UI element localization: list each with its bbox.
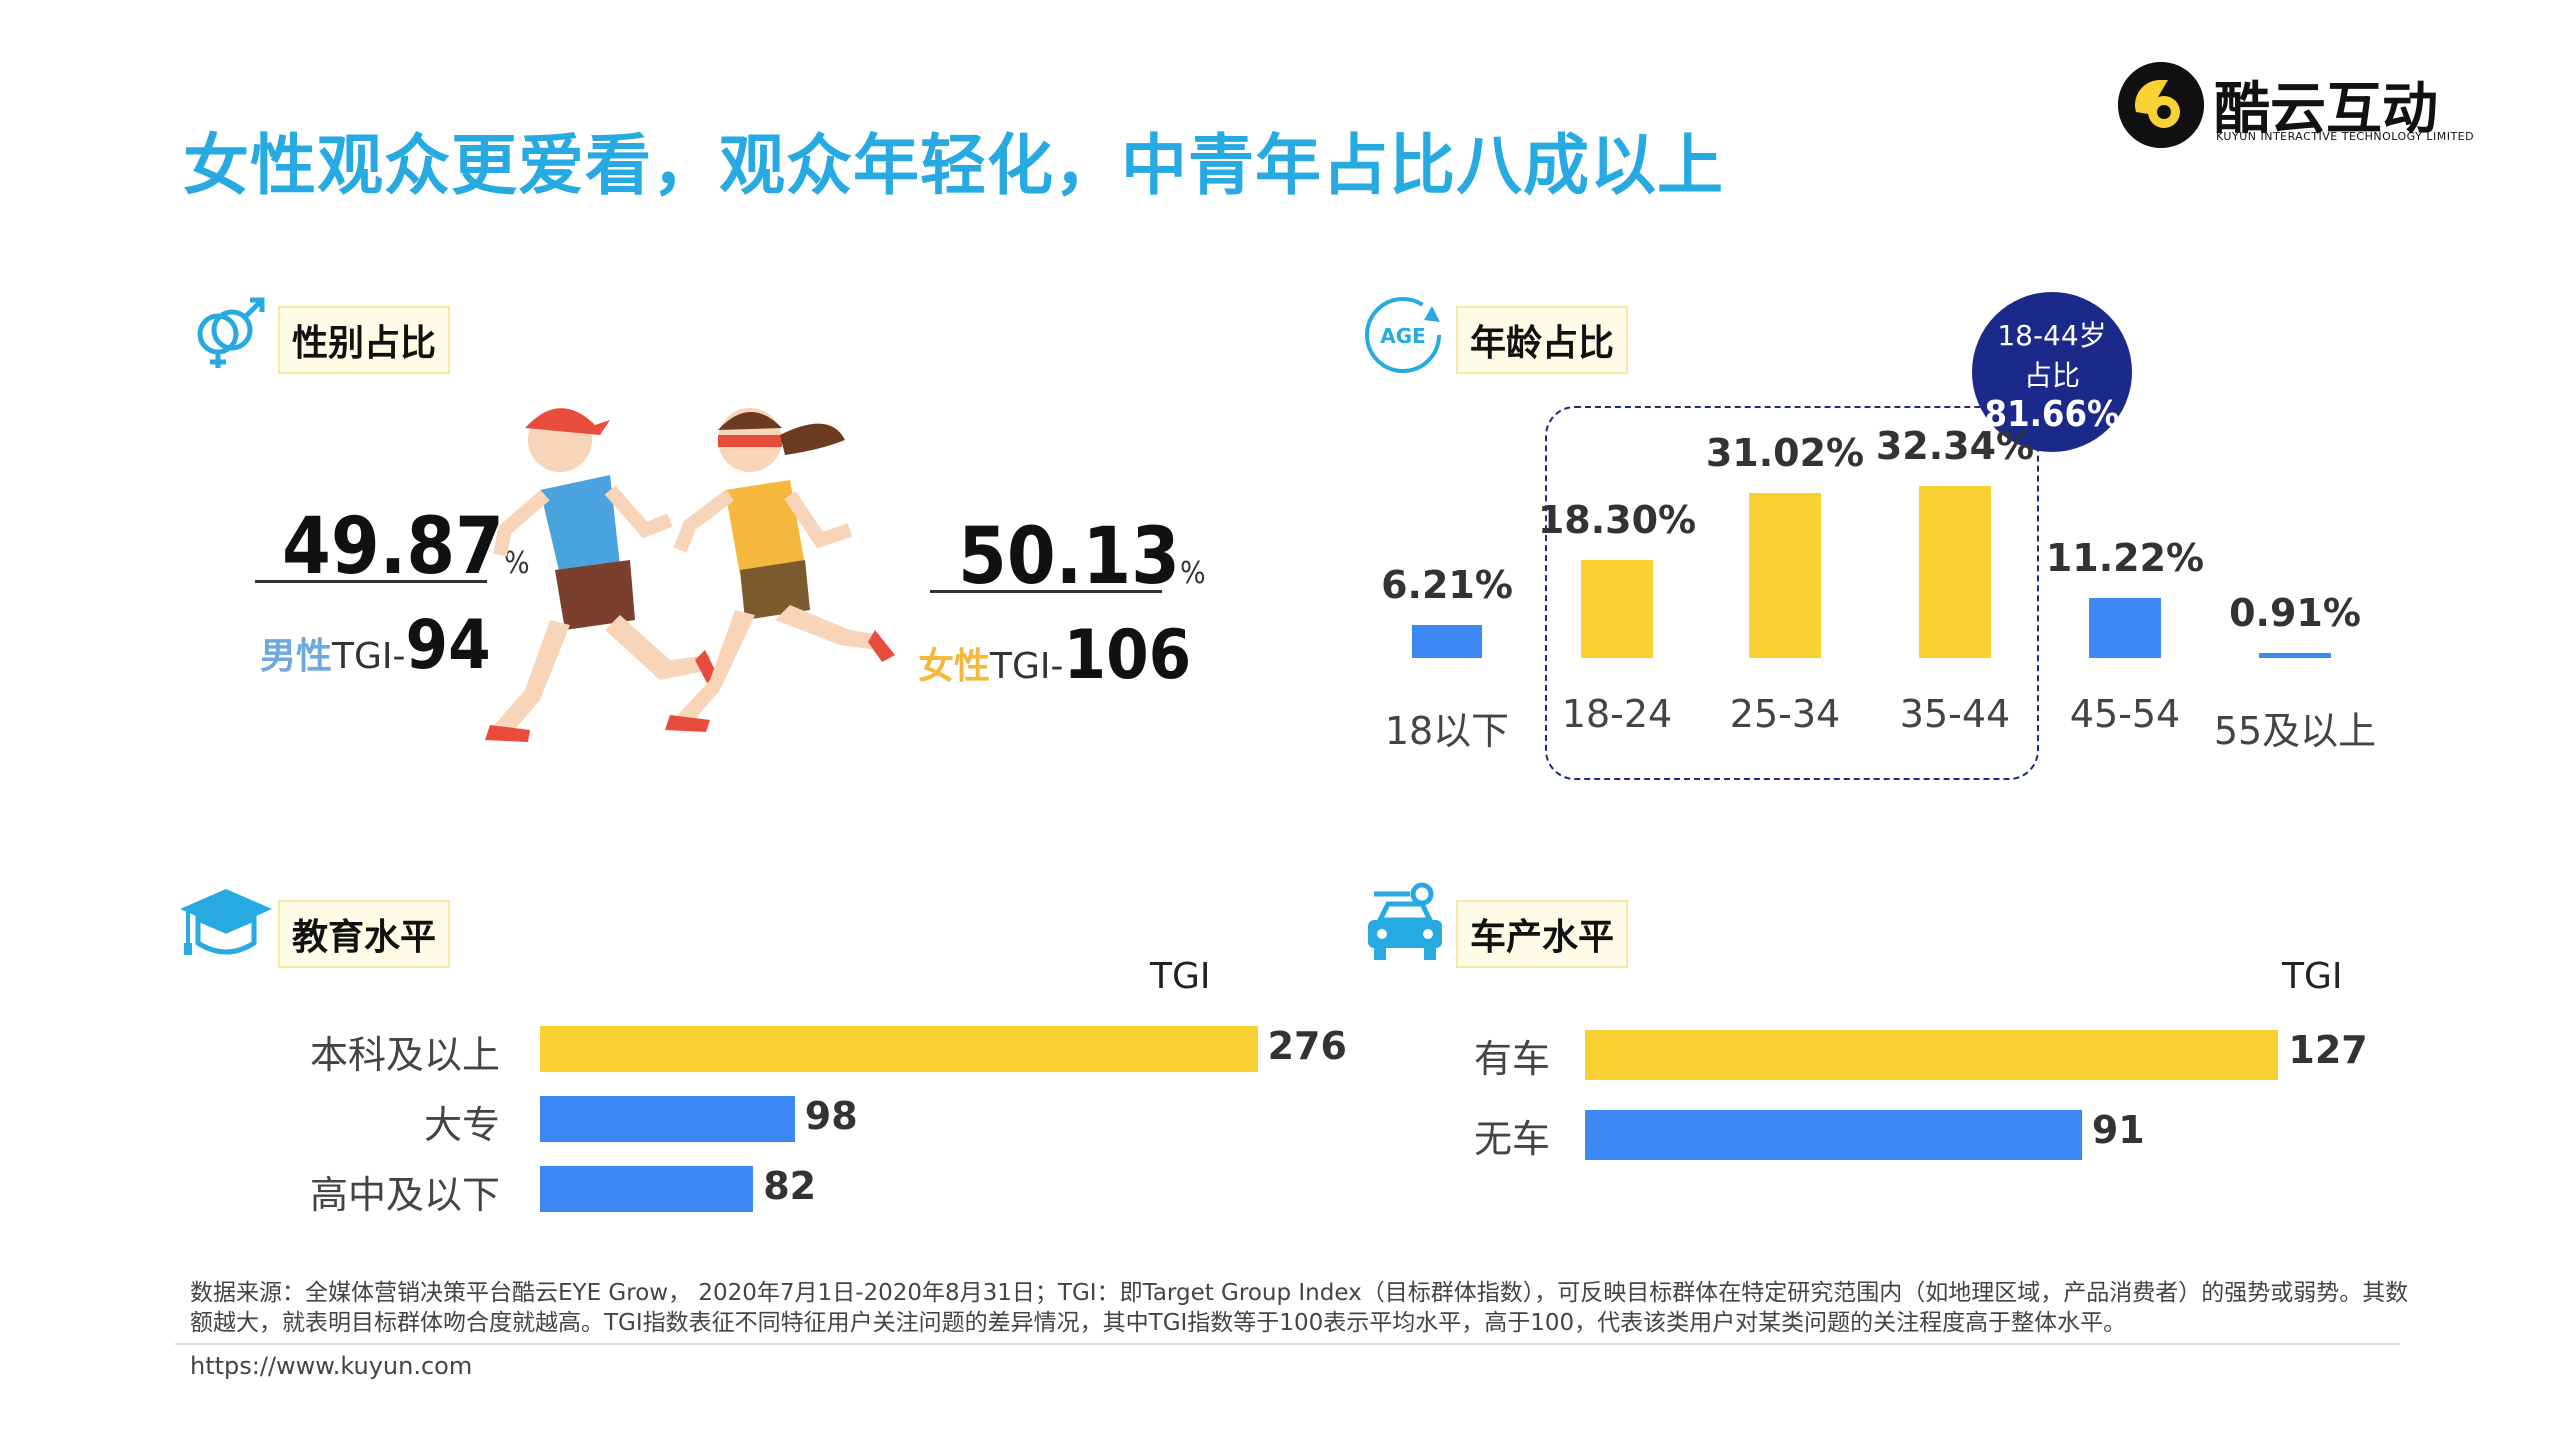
age-value-label: 18.30% — [1537, 498, 1697, 543]
age-badge-value: 81.66% — [1984, 394, 2120, 435]
car-category-label: 无车 — [1473, 1117, 1550, 1161]
education-value-label: 276 — [1267, 1024, 1347, 1068]
age-badge: 18-44岁 占比 81.66% — [1972, 292, 2132, 452]
graduation-cap-icon — [178, 885, 274, 969]
education-value-label: 82 — [763, 1164, 817, 1208]
education-tgi-header: TGI — [1150, 956, 1211, 997]
age-value-label: 11.22% — [2045, 536, 2205, 581]
car-category-label: 有车 — [1473, 1037, 1550, 1081]
logo-subtitle: KUYUN INTERACTIVE TECHNOLOGY LIMITED — [2216, 130, 2475, 143]
age-icon: AGE — [1360, 292, 1446, 382]
footnote: 数据来源：全媒体营销决策平台酷云EYE Grow， 2020年7月1日-2020… — [190, 1280, 2409, 1336]
female-divider — [930, 590, 1162, 593]
male-percentage: 49.87% — [282, 502, 530, 592]
female-percentage: 50.13% — [958, 512, 1206, 602]
education-category-label: 大专 — [423, 1103, 500, 1147]
age-category-label: 55及以上 — [2213, 709, 2377, 753]
education-category-label: 本科及以上 — [309, 1033, 500, 1077]
page-title: 女性观众更爱看，观众年轻化，中青年占比八成以上 — [183, 127, 1724, 204]
footer-divider — [175, 1343, 2400, 1345]
age-category-label: 45-54 — [2069, 692, 2181, 736]
age-bar — [1919, 485, 1991, 658]
age-value-label: 0.91% — [2229, 591, 2361, 636]
section-label-car: 车产水平 — [1456, 900, 1629, 968]
car-bar — [1585, 1030, 2279, 1080]
logo-name: 酷云互动 — [2214, 77, 2438, 142]
education-value-label: 98 — [804, 1094, 858, 1138]
age-badge-line1: 18-44岁 — [1997, 319, 2107, 352]
age-value-label: 32.34% — [1875, 423, 2035, 468]
education-bar — [540, 1096, 795, 1142]
age-category-label: 18-24 — [1561, 692, 1673, 736]
section-label-age: 年龄占比 — [1456, 306, 1629, 374]
logo-mark-icon — [2118, 62, 2204, 148]
male-tgi: 男性TGI-94 — [260, 606, 491, 685]
age-value-label: 6.21% — [1381, 562, 1513, 607]
age-bar — [1581, 560, 1653, 658]
age-bar — [1412, 624, 1482, 658]
car-tgi-header: TGI — [2282, 956, 2343, 997]
age-bar — [2259, 653, 2331, 658]
age-category-label: 35-44 — [1899, 692, 2011, 736]
logo: 酷云互动 KUYUN INTERACTIVE TECHNOLOGY LIMITE… — [2118, 60, 2474, 156]
female-tgi: 女性TGI-106 — [918, 616, 1192, 695]
male-divider — [255, 580, 487, 583]
section-label-education: 教育水平 — [278, 900, 451, 968]
age-category-label: 25-34 — [1729, 692, 1841, 736]
education-category-label: 高中及以下 — [309, 1173, 500, 1217]
car-bar — [1585, 1110, 2082, 1160]
section-label-gender: 性别占比 — [278, 306, 451, 374]
age-bar — [2089, 598, 2161, 658]
education-bar — [540, 1166, 754, 1212]
car-icon — [1360, 880, 1450, 970]
education-bar — [540, 1026, 1258, 1072]
age-badge-line2: 占比 — [2023, 359, 2080, 392]
car-value-label: 127 — [2288, 1028, 2368, 1072]
age-highlight-box — [1545, 406, 2039, 780]
svg-text:AGE: AGE — [1380, 324, 1426, 348]
age-value-label: 31.02% — [1705, 430, 1865, 475]
age-bar — [1749, 492, 1821, 658]
footer-url[interactable]: https://www.kuyun.com — [190, 1352, 473, 1380]
age-category-label: 18以下 — [1384, 709, 1510, 753]
car-value-label: 91 — [2091, 1108, 2145, 1152]
runners-illustration — [470, 380, 930, 774]
gender-icon — [190, 292, 280, 376]
